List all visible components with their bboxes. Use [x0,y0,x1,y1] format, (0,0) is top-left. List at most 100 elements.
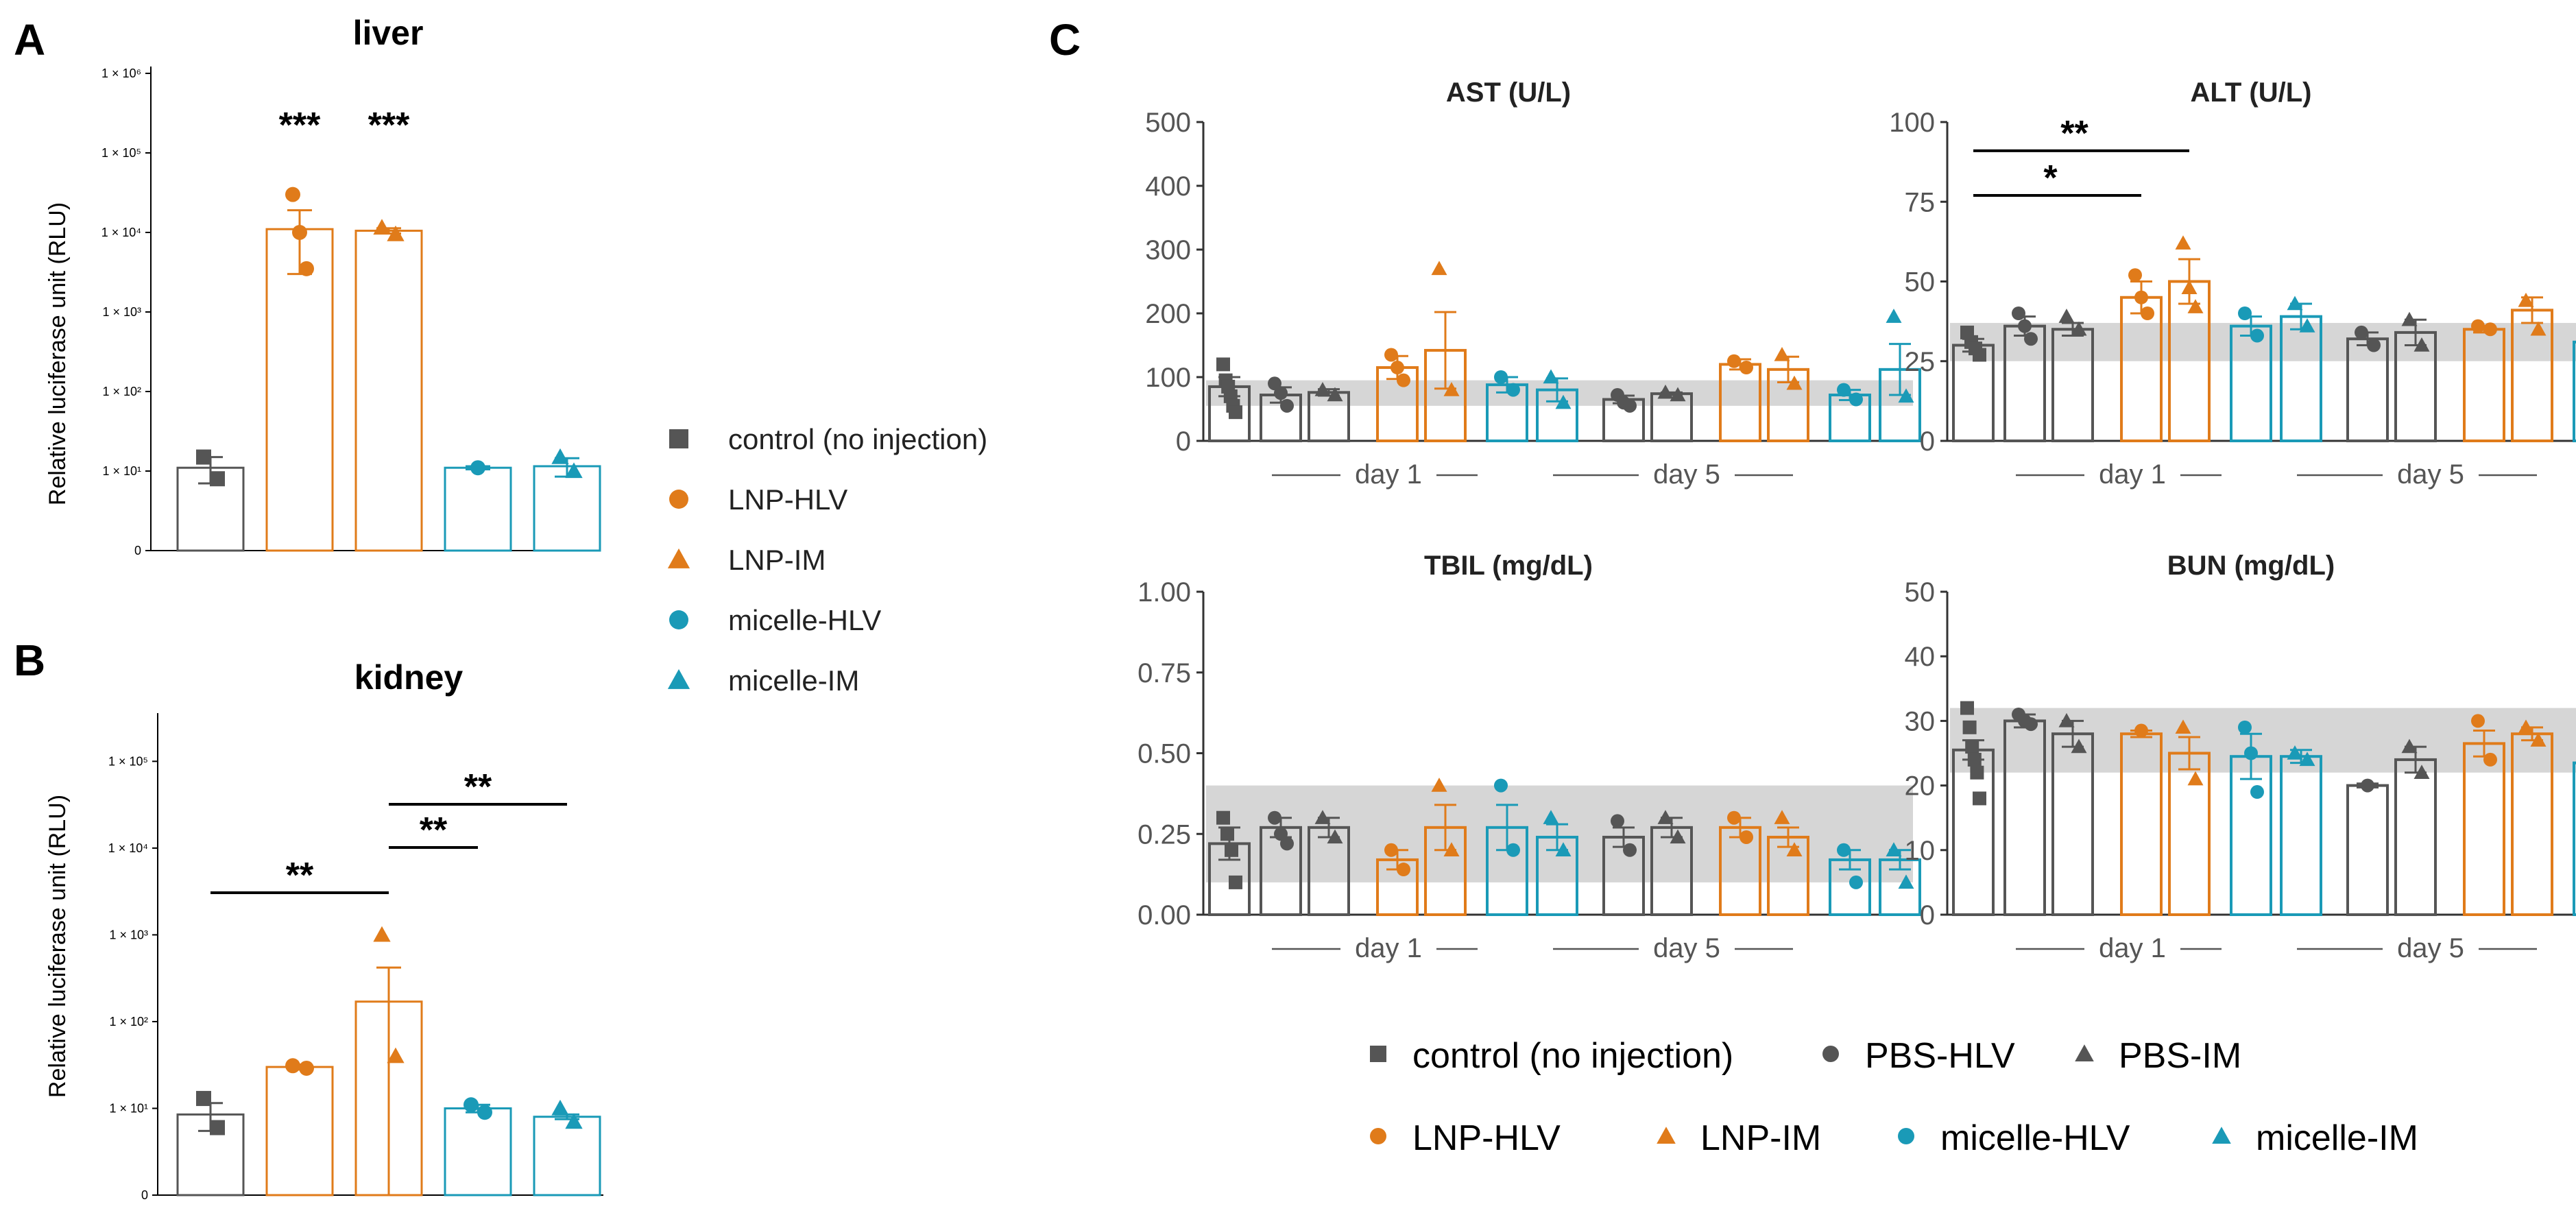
data-point [2299,751,2315,767]
data-point [292,225,307,240]
panel-letter-c: C [1049,15,1081,64]
data-point [2401,311,2418,326]
data-point [2518,719,2534,734]
data-point [565,1113,583,1129]
y-tick-label: 30 [1905,706,1936,736]
legend-circle-icon [669,490,688,509]
bar [2168,751,2211,916]
bar [444,1107,512,1196]
day-label: day 5 [1653,459,1720,490]
data-point [1216,810,1230,825]
data-point [299,261,314,276]
legend-square-icon [1370,1046,1386,1062]
data-point [387,225,405,241]
data-point [1431,778,1447,792]
kidney-chart: kidney Relative luciferase unit (RLU) 0 1… [45,658,603,1202]
data-point [1960,701,1974,715]
chart-title: AST (U/L) [1446,77,1571,108]
data-point [1443,382,1460,396]
data-point [1973,348,1986,362]
legend-marker [667,548,690,568]
legend-c-item-pbs-im: PBS-IM [2075,1036,2241,1076]
data-point [1384,843,1398,857]
data-point [1727,354,1741,368]
data-point [2401,738,2418,754]
data-point [2024,717,2038,732]
legend-marker [1822,1046,1839,1062]
data-point [1229,405,1242,420]
bar [2573,340,2576,442]
legend-square-icon [669,429,688,448]
data-point [2518,292,2534,307]
day-label: day 1 [1355,459,1422,490]
data-point [2471,319,2485,333]
data-point [1670,387,1686,402]
data-point [2058,309,2075,323]
legend-c-label-micelle-hlv: micelle-HLV [1940,1118,2130,1158]
significance-label: ** [2060,114,2089,154]
significance-label: ** [286,856,314,895]
data-point [1220,827,1234,841]
y-tick-label: 0 [134,544,141,557]
panel-letter-a: A [14,15,45,64]
chart-ast: AST (U/L) 0 100 200 300 400 500 day 1 day 5 [1145,77,1921,490]
kidney-chart-title: kidney [354,658,464,697]
y-tick-label: 0.50 [1137,739,1191,769]
bar [2573,761,2576,916]
legend-c-label-lnp-hlv: LNP-HLV [1412,1118,1561,1158]
data-point [1506,843,1520,857]
data-point [1225,843,1238,857]
legend-ab-item-lnp-im: LNP-IM [667,544,826,576]
data-point [1886,842,1902,856]
legend-ab-label-lnp-im: LNP-IM [728,544,826,576]
legend-ab-label-control: control (no injection) [728,423,987,455]
data-point [2367,338,2381,352]
legend-c-label-control: control (no injection) [1412,1036,1733,1076]
day-label: day 5 [2397,933,2464,963]
y-tick-label: 1 × 10⁴ [108,841,148,855]
bar [2230,755,2272,916]
y-tick-label: 0.75 [1137,658,1191,688]
data-point [196,1091,211,1107]
data-point [2414,765,2430,779]
legend-ab-item-micelle-im: micelle-IM [667,664,859,697]
data-point [1837,383,1851,397]
data-point [2134,723,2148,738]
data-point [2018,319,2032,333]
data-point [1657,384,1674,399]
data-point [1443,842,1460,856]
y-tick-label: 0.25 [1137,819,1191,850]
data-point [2175,235,2191,250]
legend-ab-label-micelle-hlv: micelle-HLV [728,604,881,636]
y-tick-label: 75 [1905,187,1936,217]
significance-label: *** [368,106,410,145]
data-point [2238,306,2252,320]
data-point [1494,778,1508,793]
legend-circle-icon [1898,1128,1914,1144]
legend-triangle-icon [667,669,690,689]
legend-marker [1657,1127,1676,1144]
data-point [2250,328,2264,343]
data-point [1555,394,1572,409]
y-tick-label: 1 × 10² [102,385,141,398]
data-point [1973,791,1986,806]
legend-triangle-icon [667,548,690,568]
data-point [1962,720,1977,734]
data-point [1898,874,1914,889]
legend-ab-label-lnp-hlv: LNP-HLV [728,483,847,516]
data-point [1970,765,1984,780]
significance-label: * [2043,158,2058,198]
data-point [1391,361,1404,375]
significance-label: ** [420,810,448,850]
y-tick-label: 0 [1920,426,1935,457]
data-point [1543,810,1559,824]
chart-title: TBIL (mg/dL) [1424,551,1593,581]
legend-triangle-icon [1657,1127,1676,1144]
y-tick-label: 1 × 10⁶ [101,67,141,80]
day-label: day 1 [2099,933,2166,963]
data-point [2244,746,2258,760]
data-point [2071,738,2087,754]
data-point [2181,280,2198,294]
data-point [2175,719,2191,734]
y-tick-label: 1 × 10⁴ [101,226,141,239]
